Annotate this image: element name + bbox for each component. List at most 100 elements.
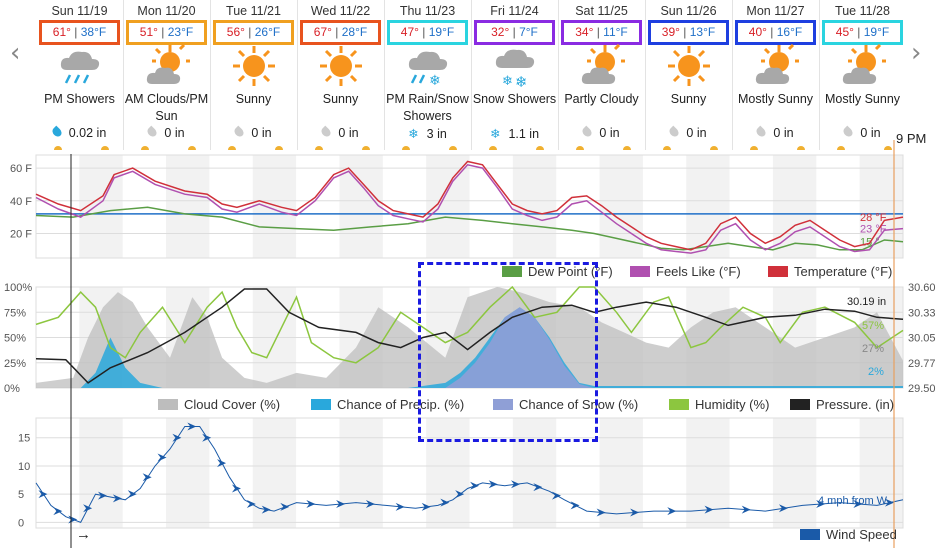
wind-direction-arrow — [630, 508, 640, 517]
svg-text:❄: ❄ — [429, 72, 441, 88]
day-forecast[interactable]: Sun 11/26 39° | 13°F Sunny 0 in — [645, 0, 732, 155]
precip-amount: 0 in — [686, 126, 707, 140]
next-arrow-button[interactable]: › — [911, 38, 922, 68]
legend-item[interactable]: Humidity (%) — [669, 397, 769, 412]
y-tick-label: 0 — [18, 517, 24, 529]
sun-phase-icon — [362, 146, 370, 150]
precip-amount: 0 in — [251, 126, 272, 140]
legend-item[interactable]: Chance of Precip. (%) — [311, 397, 464, 412]
night-band — [686, 155, 730, 258]
wind-direction-arrow — [38, 490, 48, 499]
snowflake-icon: ❄ — [489, 127, 501, 141]
sun-phase-icon — [315, 146, 323, 150]
day-divider — [645, 0, 646, 150]
precip-amount: 0.02 in — [68, 126, 107, 140]
day-temps: 39° | 13°F — [648, 20, 729, 45]
legend-swatch — [502, 266, 522, 277]
wind-direction-arrow — [778, 504, 788, 513]
series-end-label: 57% — [862, 320, 884, 332]
series-end-label: 2% — [868, 366, 884, 378]
sun-phase-icon — [750, 146, 758, 150]
legend-label: Pressure. (in) — [816, 397, 895, 412]
precip-amount: 0 in — [164, 126, 185, 140]
day-condition: Mostly Sunny — [824, 92, 901, 106]
day-condition: Sunny — [670, 92, 707, 106]
legend-label: Dew Point (°F) — [528, 264, 613, 279]
day-divider — [558, 0, 559, 150]
low-temp: 28°F — [341, 25, 368, 39]
legend-item[interactable]: Dew Point (°F) — [502, 264, 613, 279]
high-temp: 61° — [52, 25, 71, 39]
high-temp: 56° — [226, 25, 245, 39]
legend-item[interactable]: Chance of Snow (%) — [493, 397, 638, 412]
legend-item[interactable]: Feels Like (°F) — [630, 264, 741, 279]
day-forecast[interactable]: Thu 11/23 47° | 19°F ❄ PM Rain/Snow Show… — [384, 0, 471, 155]
y-tick-label-left: 0% — [4, 383, 20, 395]
chart-panel-wind — [35, 417, 904, 529]
prev-arrow-button[interactable]: ‹ — [10, 38, 21, 68]
day-forecast[interactable]: Sat 11/25 34° | 11°F Partly Cloudy 0 in — [558, 0, 645, 155]
wind-direction-arrow — [395, 502, 405, 511]
wind-direction-arrow — [551, 491, 561, 500]
low-temp: 26°F — [254, 25, 281, 39]
y-tick-label-right: 29.77 — [908, 358, 936, 370]
y-tick-label-left: 50% — [4, 333, 26, 345]
legend-item[interactable]: Cloud Cover (%) — [158, 397, 280, 412]
y-tick-label-left: 100% — [4, 282, 32, 294]
chart-panel-temperature — [35, 154, 904, 259]
day-forecast[interactable]: Mon 11/27 40° | 16°F Mostly Sunny 0 in — [732, 0, 819, 155]
series-line-dew — [35, 206, 904, 251]
y-tick-label-right: 30.05 — [908, 333, 936, 345]
sun-phase-icon — [402, 146, 410, 150]
sun-phase-icon — [663, 146, 671, 150]
sun-phase-icon — [884, 146, 892, 150]
day-forecast[interactable]: Tue 11/21 56° | 26°F Sunny 0 in — [210, 0, 297, 155]
legend-swatch — [630, 266, 650, 277]
precip-amount: 0 in — [599, 126, 620, 140]
day-date: Mon 11/20 — [137, 4, 196, 18]
night-band — [512, 418, 557, 528]
high-temp: 40° — [748, 25, 767, 39]
night-band — [772, 155, 817, 258]
day-date: Thu 11/23 — [399, 4, 456, 18]
wind-direction-arrow — [440, 498, 450, 507]
panel-frame — [35, 417, 904, 529]
high-temp: 34° — [575, 25, 594, 39]
low-temp: 13°F — [689, 25, 716, 39]
y-tick-label-left: 75% — [4, 307, 26, 319]
wind-direction-arrow — [596, 508, 606, 517]
day-forecast[interactable]: Mon 11/20 51° | 23°F AM Clouds/PM Sun 0 … — [123, 0, 210, 155]
scroll-arrow-icon[interactable]: → — [76, 526, 91, 543]
day-precip: 0.02 in — [36, 125, 123, 140]
low-temp: 19°F — [428, 25, 455, 39]
wind-direction-arrow — [704, 505, 714, 514]
wind-direction-arrow — [112, 494, 122, 503]
night-band — [166, 155, 210, 258]
svg-text:❄: ❄ — [502, 73, 513, 88]
day-divider — [123, 0, 124, 150]
y-tick-label: 15 — [18, 433, 30, 445]
precip-amount: 0 in — [338, 126, 359, 140]
wind-direction-arrow — [470, 481, 480, 490]
day-forecast[interactable]: Tue 11/28 45° | 19°F Mostly Sunny 0 in — [819, 0, 906, 155]
sun-phase-icon — [228, 146, 236, 150]
rain-cloud-icon — [57, 44, 103, 88]
legend-item[interactable]: Pressure. (in) — [790, 397, 894, 412]
wind-direction-arrow — [127, 490, 137, 499]
day-forecast[interactable]: Fri 11/24 32° | 7°F ❄ ❄ Snow Showers ❄ 1.1… — [471, 0, 558, 155]
legend-item[interactable]: Wind Speed — [800, 527, 897, 542]
wind-direction-arrow — [202, 433, 212, 442]
partly-cloudy-icon — [840, 43, 886, 88]
night-band — [599, 418, 643, 528]
legend-swatch — [669, 399, 689, 410]
sun-phase-icon — [449, 146, 457, 150]
y-tick-label: 10 — [18, 461, 30, 473]
y-tick-label: 60 F — [10, 163, 32, 175]
day-condition: Sunny — [322, 92, 359, 106]
day-forecast[interactable]: Sun 11/19 61° | 38°F PM Showers 0.02 in — [36, 0, 123, 155]
day-forecast[interactable]: Wed 11/22 67° | 28°F Sunny 0 in — [297, 0, 384, 155]
day-precip: 0 in — [819, 125, 906, 140]
wind-direction-arrow — [336, 500, 346, 509]
y-tick-label: 5 — [18, 489, 24, 501]
legend-item[interactable]: Temperature (°F) — [768, 264, 892, 279]
